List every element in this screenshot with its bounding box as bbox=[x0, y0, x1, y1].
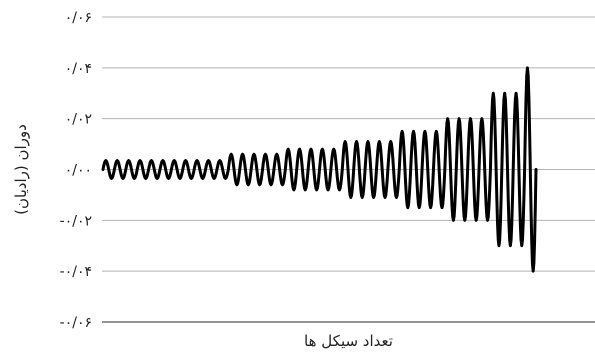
y-tick-label: ۰/۰۶ bbox=[65, 10, 92, 26]
y-tick-label: -۰/۰۶ bbox=[60, 315, 92, 331]
y-tick-labels: ۰/۰۶ ۰/۰۴ ۰/۰۲ ۰/۰۰ -۰/۰۲ -۰/۰۴ -۰/۰۶ bbox=[60, 10, 92, 331]
y-tick-label: ۰/۰۰ bbox=[65, 163, 92, 179]
y-tick-label: -۰/۰۴ bbox=[60, 264, 92, 280]
y-tick-label: ۰/۰۴ bbox=[65, 61, 92, 77]
y-tick-label: -۰/۰۲ bbox=[60, 213, 92, 229]
x-axis-title: تعداد سیکل ها bbox=[304, 332, 393, 350]
y-tick-label: ۰/۰۲ bbox=[65, 112, 92, 128]
y-axis-title: دوران (رادیان) bbox=[12, 124, 30, 215]
series-line bbox=[101, 66, 538, 273]
